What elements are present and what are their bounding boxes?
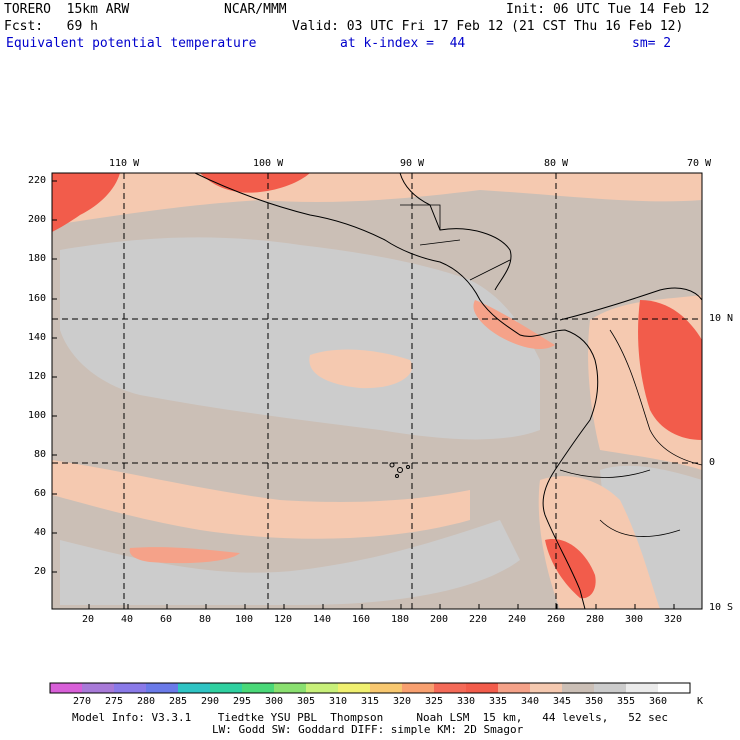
y-tick: 60 [33, 488, 46, 499]
init-time: Init: 06 UTC Tue 14 Feb 12 [506, 2, 710, 17]
x-tick: 40 [121, 614, 134, 625]
model-info: Model Info: V3.3.1 Tiedtke YSU PBL Thomp… [72, 711, 669, 724]
map-frame [51, 172, 703, 610]
y-tick: 120 [27, 371, 46, 382]
colorbar-label: 340 [521, 696, 540, 707]
valid-time: Valid: 03 UTC Fri 17 Feb 12 (21 CST Thu … [292, 19, 684, 34]
hot-patch-colombia [638, 300, 702, 440]
y-tick: 220 [27, 175, 46, 186]
y-tick: 180 [27, 253, 46, 264]
graticule [52, 173, 702, 609]
model-name: TORERO 15km ARW [4, 2, 130, 17]
hot-patch-nw [52, 173, 120, 232]
x-tick: 320 [664, 614, 683, 625]
x-tick: 120 [274, 614, 293, 625]
colorbar-label: 270 [73, 696, 92, 707]
hot-patch-costarica [473, 300, 555, 350]
coastline-caribbean [399, 173, 702, 321]
y-tick: 140 [27, 332, 46, 343]
lon-label-90w: 90 W [400, 158, 425, 169]
x-tick: 160 [352, 614, 371, 625]
lon-label-100w: 100 W [253, 158, 284, 169]
country-borders [400, 204, 702, 537]
y-tick: 80 [33, 449, 46, 460]
warm-region-top [52, 173, 702, 225]
lon-label-110w: 110 W [109, 158, 140, 169]
lat-label-10s: 10 S [709, 602, 734, 613]
colorbar-label: 285 [169, 696, 188, 707]
level-info: at k-index = 44 [340, 36, 466, 51]
warm-region-mid [309, 349, 413, 389]
center-name: NCAR/MMM [224, 2, 287, 17]
colorbar-label: 360 [649, 696, 668, 707]
colorbar-label: 345 [553, 696, 572, 707]
warm-region-south [52, 460, 470, 539]
y-tick: 200 [27, 214, 46, 225]
x-tick: 240 [508, 614, 527, 625]
x-tick: 260 [547, 614, 566, 625]
x-tick: 20 [82, 614, 95, 625]
colorbar-label: 305 [297, 696, 316, 707]
field-name: Equivalent potential temperature [6, 36, 257, 51]
physics-info: LW: Godd SW: Goddard DIFF: simple KM: 2D… [212, 723, 524, 736]
lon-label-70w: 70 W [687, 158, 712, 169]
colorbar-unit: K [697, 696, 704, 707]
x-tick: 180 [391, 614, 410, 625]
smoothing-info: sm= 2 [632, 36, 672, 51]
x-tick: 200 [430, 614, 449, 625]
colorbar-label: 325 [425, 696, 444, 707]
y-tick: 40 [33, 527, 46, 538]
cool-region-south [60, 520, 520, 605]
colorbar-label: 310 [329, 696, 348, 707]
hot-patch-south-band [129, 547, 240, 564]
colorbar-label: 355 [617, 696, 636, 707]
x-tick: 300 [625, 614, 644, 625]
x-tick: 220 [469, 614, 488, 625]
lat-label-10n: 10 N [709, 313, 734, 324]
colorbar-label: 320 [393, 696, 412, 707]
cool-region-north [60, 237, 540, 440]
axis-ticks [52, 180, 675, 609]
x-tick: 140 [313, 614, 332, 625]
lat-label-0: 0 [709, 457, 716, 468]
colorbar-label: 275 [105, 696, 124, 707]
colorbar-label: 330 [457, 696, 476, 707]
x-tick: 80 [199, 614, 212, 625]
colorbar-label: 350 [585, 696, 604, 707]
colorbar-label: 290 [201, 696, 220, 707]
y-tick: 100 [27, 410, 46, 421]
colorbar-label: 295 [233, 696, 252, 707]
colorbar-label: 335 [489, 696, 508, 707]
colorbar-label: 300 [265, 696, 284, 707]
lon-label-80w: 80 W [544, 158, 569, 169]
y-tick: 160 [27, 293, 46, 304]
x-tick: 60 [160, 614, 173, 625]
x-tick: 280 [586, 614, 605, 625]
coastline-mexico-central-america [194, 173, 599, 609]
x-tick: 100 [235, 614, 254, 625]
y-tick: 20 [33, 566, 46, 577]
forecast-hour: Fcst: 69 h [4, 19, 98, 34]
colorbar-label: 315 [361, 696, 380, 707]
colorbar-label: 280 [137, 696, 156, 707]
